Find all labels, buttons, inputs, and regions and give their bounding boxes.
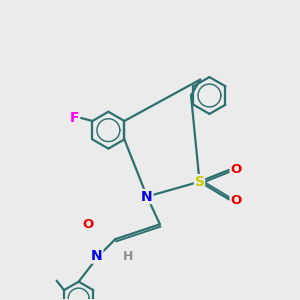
Text: H: H [123,250,134,262]
Text: N: N [141,190,153,204]
Text: N: N [91,249,103,263]
Text: O: O [230,163,242,176]
Text: O: O [230,194,242,207]
Text: F: F [70,111,79,125]
Text: S: S [194,175,205,189]
Text: O: O [82,218,93,231]
